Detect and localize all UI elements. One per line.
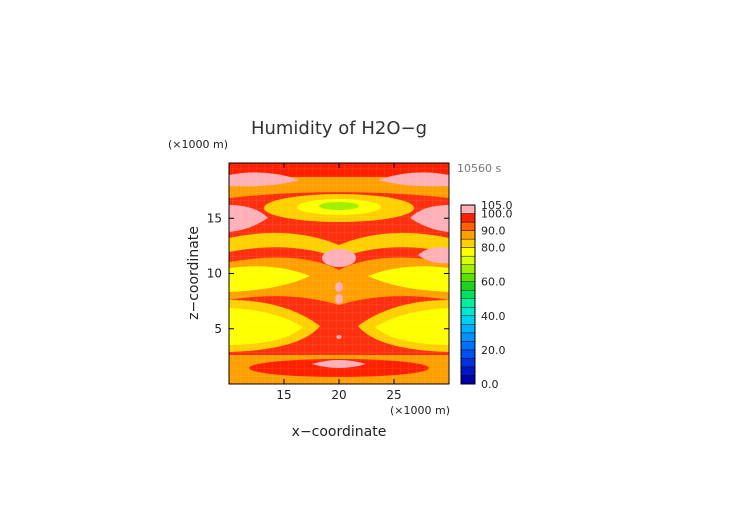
time-label: 10560 s xyxy=(457,162,501,175)
colorbar-level xyxy=(460,349,476,359)
colorbar-level xyxy=(460,255,476,265)
colorbar-level xyxy=(460,290,476,299)
colorbar-level xyxy=(460,307,476,317)
colorbar-tick-label: 60.0 xyxy=(481,276,506,289)
y-unit-label: (×1000 m) xyxy=(168,138,228,151)
colorbar-tick-label: 90.0 xyxy=(481,225,506,238)
y-tick-label: 5 xyxy=(214,322,222,336)
colorbar-tick-label: 40.0 xyxy=(481,310,506,323)
chart-title: Humidity of H2O−g xyxy=(251,118,427,139)
colorbar-tick-label: 105.0 xyxy=(481,199,513,212)
colorbar-level xyxy=(460,315,476,325)
y-axis-ticks: 5 10 15 xyxy=(207,211,449,336)
colorbar-tick-label: 0.0 xyxy=(481,378,499,391)
colorbar-level xyxy=(460,238,476,248)
colorbar-level xyxy=(460,230,476,240)
colorbar-level xyxy=(460,204,476,214)
colorbar-level xyxy=(460,298,476,308)
heatmap-field xyxy=(229,163,449,384)
colorbar-level xyxy=(460,341,476,351)
x-tick-label: 20 xyxy=(331,388,346,402)
colorbar-level xyxy=(460,272,476,282)
colorbar-level xyxy=(460,324,476,334)
colorbar-frame xyxy=(460,204,476,385)
colorbar-level xyxy=(460,247,476,257)
x-tick-label: 15 xyxy=(276,388,291,402)
colorbar-level xyxy=(460,281,476,291)
colorbar-level xyxy=(460,366,476,376)
colorbar-level xyxy=(460,264,476,274)
colorbar-level xyxy=(460,375,476,385)
colorbar-tick-label: 100.0 xyxy=(481,208,513,221)
x-unit-label: (×1000 m) xyxy=(390,404,450,417)
x-axis-label: x−coordinate xyxy=(292,424,387,440)
colorbar-level xyxy=(460,213,476,223)
colorbar-level xyxy=(460,332,476,342)
colorbar-level xyxy=(460,358,476,368)
colorbar-level xyxy=(460,221,476,231)
x-tick-label: 25 xyxy=(386,388,401,402)
y-tick-label: 15 xyxy=(207,211,222,225)
y-axis-label: z−coordinate xyxy=(186,226,202,320)
x-axis-ticks: 15 20 25 xyxy=(276,163,402,402)
colorbar-tick-label: 20.0 xyxy=(481,344,506,357)
colorbar-tick-label: 80.0 xyxy=(481,242,506,255)
y-tick-label: 10 xyxy=(207,267,222,281)
